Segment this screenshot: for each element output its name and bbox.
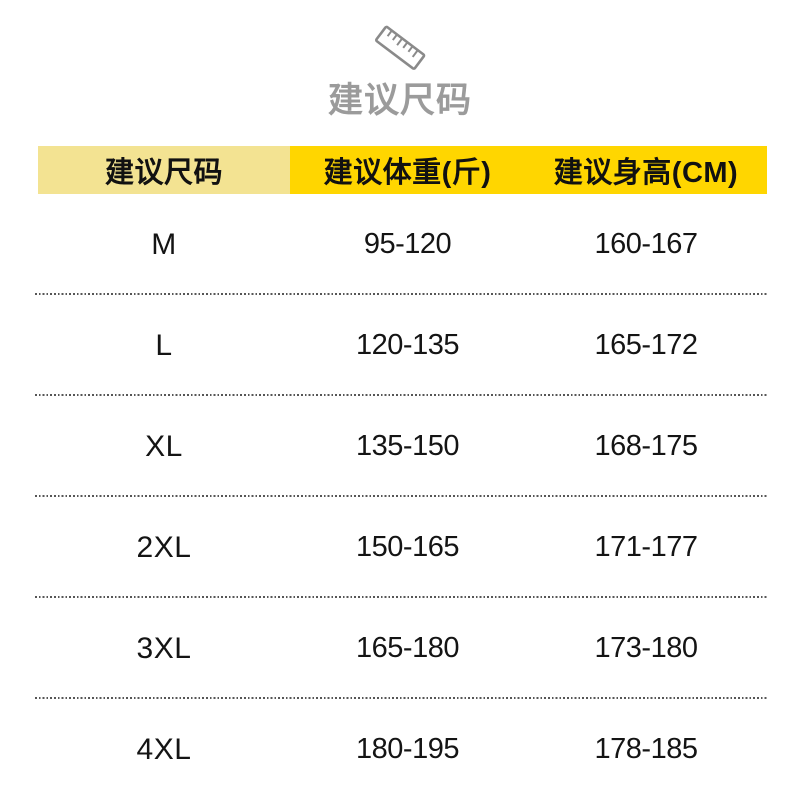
cell-height: 171-177 [594, 531, 698, 563]
chart-header: 建议尺码 [0, 18, 800, 121]
header-size: 建议尺码 [38, 146, 290, 194]
table-row: 4XL 180-195 178-185 [38, 699, 767, 800]
cell-size: M [151, 227, 177, 261]
cell-height: 168-175 [594, 430, 698, 462]
table-row: 3XL 165-180 173-180 [35, 598, 767, 699]
cell-size: 3XL [136, 631, 192, 665]
cell-height: 173-180 [594, 632, 698, 664]
cell-size: XL [145, 429, 183, 463]
cell-weight: 165-180 [356, 632, 459, 664]
cell-weight: 180-195 [356, 733, 459, 765]
table-header-row: 建议尺码 建议体重(斤) 建议身高(CM) [38, 146, 767, 194]
cell-size: L [155, 328, 173, 362]
table-row: M 95-120 160-167 [35, 194, 767, 295]
cell-height: 178-185 [594, 733, 698, 765]
ruler-icon [370, 18, 430, 78]
size-table: 建议尺码 建议体重(斤) 建议身高(CM) M 95-120 160-167 L… [35, 146, 767, 800]
table-row: L 120-135 165-172 [35, 295, 767, 396]
cell-weight: 135-150 [356, 430, 459, 462]
table-row: 2XL 150-165 171-177 [35, 497, 767, 598]
cell-weight: 95-120 [363, 228, 452, 260]
table-row: XL 135-150 168-175 [35, 396, 767, 497]
cell-weight: 150-165 [356, 531, 459, 563]
cell-size: 4XL [136, 732, 192, 766]
cell-height: 160-167 [594, 228, 698, 260]
cell-weight: 120-135 [356, 329, 459, 361]
header-height: 建议身高(CM) [525, 146, 767, 194]
cell-height: 165-172 [594, 329, 698, 361]
header-weight: 建议体重(斤) [290, 146, 525, 194]
cell-size: 2XL [136, 530, 192, 564]
page-title: 建议尺码 [327, 81, 472, 120]
